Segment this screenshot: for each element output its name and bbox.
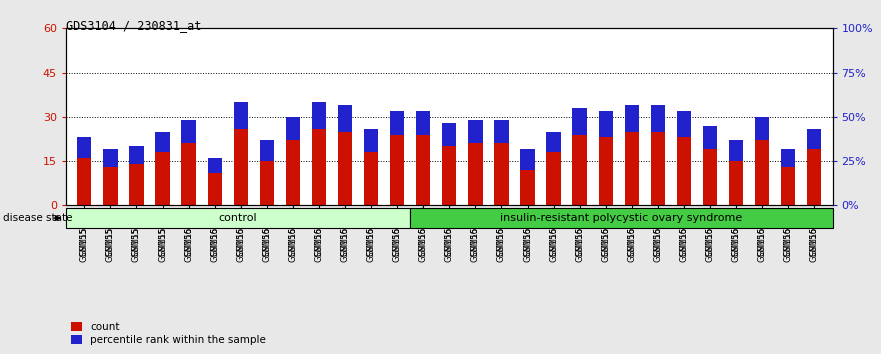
- Bar: [233, 102, 248, 205]
- Text: GSM156177: GSM156177: [263, 205, 271, 256]
- Text: GSM156180: GSM156180: [341, 205, 350, 256]
- Text: GSM156511: GSM156511: [497, 205, 506, 256]
- Text: GSM156751: GSM156751: [601, 205, 611, 256]
- Bar: [573, 108, 587, 205]
- Text: GSM156753: GSM156753: [654, 205, 663, 256]
- Bar: [755, 117, 769, 141]
- Bar: [625, 105, 639, 132]
- Text: GSM156512: GSM156512: [523, 205, 532, 256]
- Bar: [468, 120, 483, 205]
- Bar: [729, 141, 744, 161]
- Text: GSM156763: GSM156763: [679, 205, 688, 257]
- Bar: [598, 111, 613, 137]
- Text: GSM156179: GSM156179: [315, 205, 323, 256]
- Bar: [208, 158, 222, 173]
- Bar: [677, 111, 691, 137]
- Bar: [442, 123, 456, 146]
- Bar: [703, 126, 717, 149]
- Text: GSM156171: GSM156171: [211, 205, 219, 256]
- Bar: [208, 158, 222, 205]
- Bar: [807, 129, 821, 205]
- Bar: [103, 149, 117, 205]
- Bar: [260, 141, 274, 161]
- Bar: [546, 132, 561, 205]
- Bar: [103, 149, 117, 167]
- Bar: [546, 132, 561, 152]
- Text: GDS3104 / 230831_at: GDS3104 / 230831_at: [66, 19, 202, 33]
- Bar: [364, 129, 378, 205]
- Bar: [468, 120, 483, 143]
- Bar: [729, 141, 744, 205]
- Bar: [521, 149, 535, 205]
- Bar: [233, 102, 248, 129]
- Text: insulin-resistant polycystic ovary syndrome: insulin-resistant polycystic ovary syndr…: [500, 213, 743, 223]
- Bar: [494, 120, 508, 143]
- Bar: [521, 149, 535, 170]
- Text: GSM155643: GSM155643: [106, 205, 115, 256]
- Text: GSM155729: GSM155729: [158, 205, 167, 256]
- Bar: [390, 111, 404, 135]
- Legend: count, percentile rank within the sample: count, percentile rank within the sample: [71, 322, 266, 345]
- Bar: [78, 137, 92, 158]
- Text: GSM156510: GSM156510: [470, 205, 480, 256]
- Text: GSM156951: GSM156951: [810, 205, 818, 256]
- Bar: [807, 129, 821, 149]
- Bar: [364, 129, 378, 152]
- Text: GSM156950: GSM156950: [784, 205, 793, 256]
- Text: GSM156749: GSM156749: [549, 205, 558, 256]
- Text: GSM156949: GSM156949: [758, 205, 766, 256]
- Text: GSM156752: GSM156752: [627, 205, 636, 256]
- Text: GSM156178: GSM156178: [288, 205, 298, 256]
- Bar: [130, 146, 144, 205]
- Bar: [781, 149, 796, 205]
- Bar: [598, 111, 613, 205]
- Text: GSM156186: GSM156186: [418, 205, 428, 256]
- Text: GSM156750: GSM156750: [575, 205, 584, 256]
- Bar: [411, 208, 833, 228]
- Bar: [78, 137, 92, 205]
- Bar: [181, 120, 196, 205]
- Bar: [130, 146, 144, 164]
- Bar: [312, 102, 326, 129]
- Bar: [703, 126, 717, 205]
- Bar: [285, 117, 300, 205]
- Text: GSM155631: GSM155631: [80, 205, 89, 256]
- Bar: [181, 120, 196, 143]
- Text: GSM156176: GSM156176: [236, 205, 245, 256]
- Text: GSM156184: GSM156184: [393, 205, 402, 256]
- Text: GSM156948: GSM156948: [731, 205, 741, 256]
- Bar: [651, 105, 665, 205]
- Bar: [781, 149, 796, 167]
- Bar: [390, 111, 404, 205]
- Bar: [337, 105, 352, 205]
- Bar: [494, 120, 508, 205]
- Bar: [285, 117, 300, 141]
- Bar: [155, 132, 170, 152]
- Bar: [677, 111, 691, 205]
- Text: control: control: [218, 213, 257, 223]
- Bar: [416, 111, 431, 205]
- Text: GSM156946: GSM156946: [706, 205, 714, 256]
- Text: GSM156170: GSM156170: [184, 205, 193, 256]
- Text: disease state: disease state: [3, 213, 72, 223]
- Bar: [260, 141, 274, 205]
- Bar: [651, 105, 665, 132]
- Text: GSM156181: GSM156181: [366, 205, 375, 256]
- Bar: [155, 132, 170, 205]
- Bar: [625, 105, 639, 205]
- Bar: [337, 105, 352, 132]
- Bar: [442, 123, 456, 205]
- Text: GSM155644: GSM155644: [132, 205, 141, 256]
- Bar: [66, 208, 411, 228]
- Bar: [312, 102, 326, 205]
- Text: GSM156187: GSM156187: [445, 205, 454, 256]
- Bar: [573, 108, 587, 135]
- Bar: [416, 111, 431, 135]
- Bar: [755, 117, 769, 205]
